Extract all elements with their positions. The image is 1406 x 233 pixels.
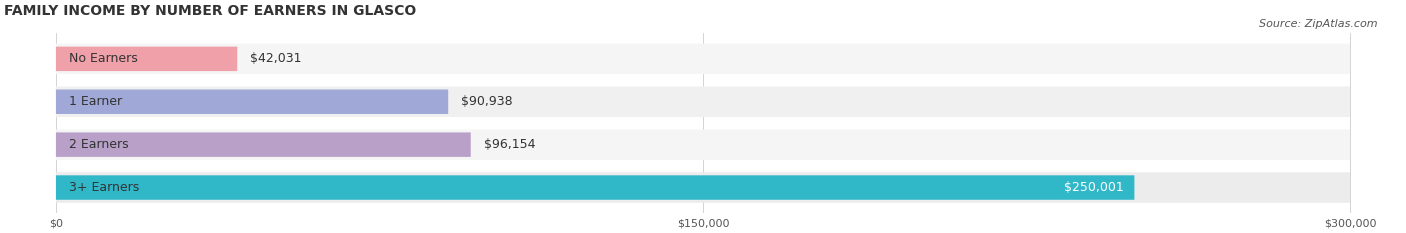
FancyBboxPatch shape bbox=[56, 44, 1350, 74]
Text: $42,031: $42,031 bbox=[250, 52, 302, 65]
FancyBboxPatch shape bbox=[56, 89, 449, 114]
Text: $96,154: $96,154 bbox=[484, 138, 536, 151]
FancyBboxPatch shape bbox=[56, 132, 471, 157]
Text: $250,001: $250,001 bbox=[1064, 181, 1123, 194]
Text: 1 Earner: 1 Earner bbox=[69, 95, 122, 108]
Text: No Earners: No Earners bbox=[69, 52, 138, 65]
FancyBboxPatch shape bbox=[56, 86, 1350, 117]
FancyBboxPatch shape bbox=[56, 129, 1350, 160]
Text: 2 Earners: 2 Earners bbox=[69, 138, 128, 151]
FancyBboxPatch shape bbox=[56, 175, 1135, 200]
Text: FAMILY INCOME BY NUMBER OF EARNERS IN GLASCO: FAMILY INCOME BY NUMBER OF EARNERS IN GL… bbox=[4, 4, 416, 18]
Text: $90,938: $90,938 bbox=[461, 95, 513, 108]
FancyBboxPatch shape bbox=[56, 47, 238, 71]
FancyBboxPatch shape bbox=[56, 172, 1350, 203]
Text: 3+ Earners: 3+ Earners bbox=[69, 181, 139, 194]
Text: Source: ZipAtlas.com: Source: ZipAtlas.com bbox=[1260, 19, 1378, 29]
